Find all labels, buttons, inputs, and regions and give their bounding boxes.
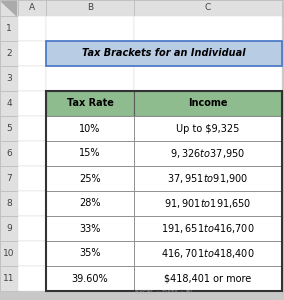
Bar xyxy=(46,266,134,291)
Bar xyxy=(18,0,46,16)
Text: 28%: 28% xyxy=(79,199,101,208)
Bar xyxy=(46,241,134,266)
Polygon shape xyxy=(1,1,16,15)
Bar xyxy=(46,166,134,191)
Bar xyxy=(46,91,134,116)
Bar xyxy=(18,141,46,166)
Bar xyxy=(18,116,46,141)
Bar xyxy=(46,16,134,41)
Bar xyxy=(0,241,18,266)
Bar xyxy=(18,191,46,216)
Text: $418,401 or more: $418,401 or more xyxy=(164,274,252,284)
Bar xyxy=(46,166,134,191)
Bar xyxy=(134,191,282,216)
Text: $191,651 to $416,700: $191,651 to $416,700 xyxy=(161,222,255,235)
Text: 35%: 35% xyxy=(79,248,101,259)
Bar xyxy=(134,116,282,141)
Text: B: B xyxy=(87,4,93,13)
Bar xyxy=(134,216,282,241)
Bar xyxy=(134,191,282,216)
Text: Tax Brackets for an Individual: Tax Brackets for an Individual xyxy=(82,49,246,58)
Bar xyxy=(18,66,46,91)
Bar xyxy=(46,266,134,291)
Bar xyxy=(134,116,282,141)
Bar xyxy=(18,91,46,116)
Text: $9,326 to $37,950: $9,326 to $37,950 xyxy=(170,147,245,160)
Text: $416,701 to $418,400: $416,701 to $418,400 xyxy=(161,247,255,260)
Bar xyxy=(134,91,282,116)
Bar xyxy=(46,116,134,141)
Bar xyxy=(134,141,282,166)
Bar xyxy=(18,16,46,41)
Bar xyxy=(134,166,282,191)
Bar xyxy=(46,191,134,216)
Bar xyxy=(134,16,282,41)
Bar xyxy=(0,91,18,116)
Bar xyxy=(0,266,18,291)
Bar xyxy=(0,216,18,241)
Bar xyxy=(18,266,46,291)
Bar xyxy=(46,41,134,66)
Text: 33%: 33% xyxy=(79,224,101,233)
Bar xyxy=(0,41,18,66)
Text: 5: 5 xyxy=(6,124,12,133)
Bar xyxy=(0,116,18,141)
Text: 3: 3 xyxy=(6,74,12,83)
Bar xyxy=(134,241,282,266)
Bar xyxy=(134,41,282,66)
Bar xyxy=(46,141,134,166)
Bar xyxy=(18,241,46,266)
Bar xyxy=(134,0,282,16)
Bar xyxy=(0,66,18,91)
Bar xyxy=(46,191,134,216)
Bar xyxy=(46,91,134,116)
Text: 10: 10 xyxy=(3,249,15,258)
Text: 7: 7 xyxy=(6,174,12,183)
Bar xyxy=(134,266,282,291)
Text: $37,951 to $91,900: $37,951 to $91,900 xyxy=(167,172,248,185)
Bar xyxy=(134,166,282,191)
Bar xyxy=(0,0,18,16)
Text: $91,901 to $191,650: $91,901 to $191,650 xyxy=(164,197,252,210)
Text: Tax Rate: Tax Rate xyxy=(66,98,113,109)
Text: Income: Income xyxy=(188,98,228,109)
Bar xyxy=(134,141,282,166)
Text: Up to $9,325: Up to $9,325 xyxy=(176,124,240,134)
Text: 9: 9 xyxy=(6,224,12,233)
Bar xyxy=(134,241,282,266)
Bar xyxy=(0,166,18,191)
Bar xyxy=(46,216,134,241)
Bar xyxy=(46,241,134,266)
Bar xyxy=(46,216,134,241)
Bar xyxy=(46,66,134,91)
Bar xyxy=(0,141,18,166)
Text: EXCEL • DATA • BI: EXCEL • DATA • BI xyxy=(135,290,193,295)
Bar xyxy=(46,41,282,66)
Bar xyxy=(46,91,282,291)
Text: 8: 8 xyxy=(6,199,12,208)
Text: 11: 11 xyxy=(3,274,15,283)
Text: 10%: 10% xyxy=(79,124,101,134)
Text: 39.60%: 39.60% xyxy=(72,274,108,284)
Text: 15%: 15% xyxy=(79,148,101,158)
Bar xyxy=(0,191,18,216)
Bar xyxy=(134,266,282,291)
Text: 25%: 25% xyxy=(79,173,101,184)
Bar xyxy=(0,16,18,41)
Bar xyxy=(18,216,46,241)
Bar xyxy=(46,141,134,166)
Bar xyxy=(134,66,282,91)
Text: 4: 4 xyxy=(6,99,12,108)
Bar xyxy=(134,91,282,116)
Text: 1: 1 xyxy=(6,24,12,33)
Text: A: A xyxy=(29,4,35,13)
Text: C: C xyxy=(205,4,211,13)
Bar xyxy=(46,116,134,141)
Text: 2: 2 xyxy=(6,49,12,58)
Bar xyxy=(18,166,46,191)
Bar xyxy=(18,41,46,66)
Bar xyxy=(46,0,134,16)
Text: 6: 6 xyxy=(6,149,12,158)
Bar xyxy=(134,216,282,241)
